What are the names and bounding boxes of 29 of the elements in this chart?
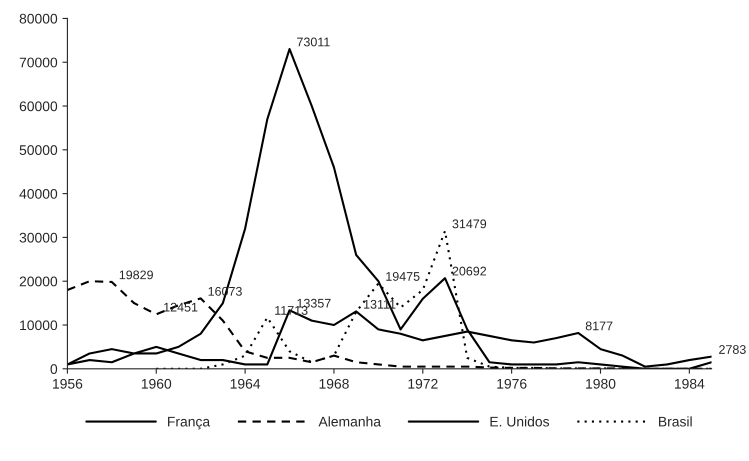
- x-tick-label: 1972: [408, 378, 438, 389]
- data-label: 31479: [452, 219, 486, 228]
- x-tick-label: 1976: [497, 378, 526, 389]
- data-label: 19475: [386, 272, 420, 281]
- y-tick-label: 40000: [19, 188, 58, 199]
- y-tick-label: 0: [50, 364, 58, 374]
- data-label: 13357: [297, 298, 331, 308]
- x-tick-label: 1968: [320, 378, 349, 389]
- y-tick-label: 60000: [20, 101, 58, 112]
- y-tick-label: 50000: [20, 145, 58, 155]
- y-tick-label: 20000: [20, 276, 58, 286]
- data-label: 8177: [586, 321, 612, 330]
- y-tick-label: 70000: [20, 58, 58, 68]
- x-tick-label: 1956: [53, 378, 82, 389]
- x-tick-label: 1980: [586, 378, 616, 389]
- legend-label: Brasil: [659, 416, 692, 427]
- x-tick-label: 1960: [142, 378, 172, 389]
- x-tick-label: 1984: [674, 378, 704, 389]
- y-tick-label: 80000: [20, 14, 58, 24]
- y-tick-label: 30000: [20, 232, 58, 243]
- data-label: 2783: [719, 345, 746, 354]
- y-tick-label: 10000: [20, 320, 58, 330]
- legend-label: Alemanha: [318, 416, 382, 427]
- x-tick-label: 1964: [230, 378, 260, 389]
- data-label: 20692: [452, 266, 486, 276]
- data-label: 73011: [297, 38, 330, 46]
- legend-label: E. Unidos: [490, 416, 550, 427]
- data-label: 19829: [120, 270, 153, 280]
- legend-label: França: [168, 416, 210, 430]
